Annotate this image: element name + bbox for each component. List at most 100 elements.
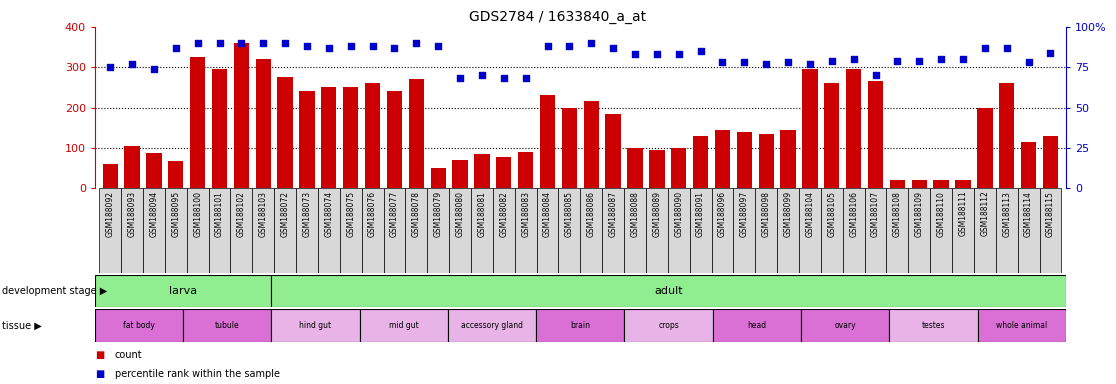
Text: whole animal: whole animal <box>995 321 1047 330</box>
Text: GSM188099: GSM188099 <box>783 191 792 237</box>
Text: GSM188081: GSM188081 <box>478 191 487 237</box>
Point <box>166 45 184 51</box>
Text: GSM188096: GSM188096 <box>718 191 727 237</box>
Bar <box>627 148 643 188</box>
Bar <box>558 188 580 273</box>
Bar <box>452 160 468 188</box>
Text: GSM188106: GSM188106 <box>849 191 858 237</box>
Bar <box>671 148 686 188</box>
Point <box>211 40 229 46</box>
Text: GSM188115: GSM188115 <box>1046 191 1055 237</box>
Bar <box>974 188 995 273</box>
Bar <box>603 188 624 273</box>
Text: GSM188113: GSM188113 <box>1002 191 1011 237</box>
Point <box>560 43 578 49</box>
Text: GSM188097: GSM188097 <box>740 191 749 237</box>
Text: GSM188078: GSM188078 <box>412 191 421 237</box>
Text: GSM188114: GSM188114 <box>1024 191 1033 237</box>
Text: GSM188095: GSM188095 <box>171 191 181 237</box>
Bar <box>1042 136 1058 188</box>
Bar <box>1039 188 1061 273</box>
Text: GSM188103: GSM188103 <box>259 191 268 237</box>
Text: GSM188075: GSM188075 <box>346 191 355 237</box>
Bar <box>995 188 1018 273</box>
Point <box>801 61 819 67</box>
Point <box>626 51 644 57</box>
Bar <box>318 188 339 273</box>
Text: GSM188112: GSM188112 <box>980 191 990 237</box>
Text: tissue ▶: tissue ▶ <box>2 320 42 331</box>
Bar <box>843 188 865 273</box>
Text: GSM188073: GSM188073 <box>302 191 311 237</box>
Bar <box>514 188 537 273</box>
Point <box>494 75 512 81</box>
Text: GSM188076: GSM188076 <box>368 191 377 237</box>
Bar <box>296 188 318 273</box>
Text: GSM188082: GSM188082 <box>499 191 508 237</box>
Bar <box>95 309 183 342</box>
Bar <box>165 188 186 273</box>
Bar <box>271 309 359 342</box>
Point <box>364 43 382 49</box>
Point <box>145 66 163 72</box>
Point <box>1020 59 1038 65</box>
Bar <box>1021 142 1037 188</box>
Bar <box>99 188 122 273</box>
Point <box>102 64 119 70</box>
Bar <box>693 136 709 188</box>
Text: adult: adult <box>654 286 683 296</box>
Bar <box>143 188 165 273</box>
Point <box>539 43 557 49</box>
Bar <box>712 188 733 273</box>
Point <box>911 58 929 64</box>
Bar <box>624 188 646 273</box>
Bar <box>536 309 625 342</box>
Text: GSM188091: GSM188091 <box>696 191 705 237</box>
Text: testes: testes <box>922 321 945 330</box>
Bar <box>931 188 952 273</box>
Point <box>320 45 338 51</box>
Bar <box>606 114 620 188</box>
Point <box>867 72 885 78</box>
Bar <box>889 180 905 188</box>
Text: GSM188087: GSM188087 <box>608 191 617 237</box>
Text: mid gut: mid gut <box>388 321 418 330</box>
Point <box>517 75 535 81</box>
Bar <box>756 188 777 273</box>
Bar <box>186 188 209 273</box>
Bar <box>737 132 752 188</box>
Point <box>758 61 776 67</box>
Point <box>692 48 710 54</box>
Text: crops: crops <box>658 321 679 330</box>
Bar <box>275 188 296 273</box>
Bar <box>625 309 713 342</box>
Point <box>232 40 250 46</box>
Bar <box>233 43 249 188</box>
Bar <box>584 101 599 188</box>
Bar <box>209 188 230 273</box>
Point <box>845 56 863 62</box>
Text: accessory gland: accessory gland <box>461 321 523 330</box>
Bar <box>824 83 839 188</box>
Text: brain: brain <box>570 321 590 330</box>
Bar <box>733 188 756 273</box>
Text: GSM188090: GSM188090 <box>674 191 683 237</box>
Point <box>822 58 840 64</box>
Text: fat body: fat body <box>123 321 155 330</box>
Text: GSM188102: GSM188102 <box>237 191 246 237</box>
Text: ■: ■ <box>95 369 104 379</box>
Text: tubule: tubule <box>215 321 240 330</box>
Text: count: count <box>115 350 143 360</box>
Text: GSM188079: GSM188079 <box>434 191 443 237</box>
Bar <box>387 91 402 188</box>
Bar <box>780 130 796 188</box>
Text: GSM188086: GSM188086 <box>587 191 596 237</box>
Bar <box>667 188 690 273</box>
Point <box>451 75 469 81</box>
Bar <box>518 152 533 188</box>
Bar <box>821 188 843 273</box>
Bar <box>999 83 1014 188</box>
Point <box>1041 50 1059 56</box>
Point <box>385 45 403 51</box>
Text: GSM188092: GSM188092 <box>106 191 115 237</box>
